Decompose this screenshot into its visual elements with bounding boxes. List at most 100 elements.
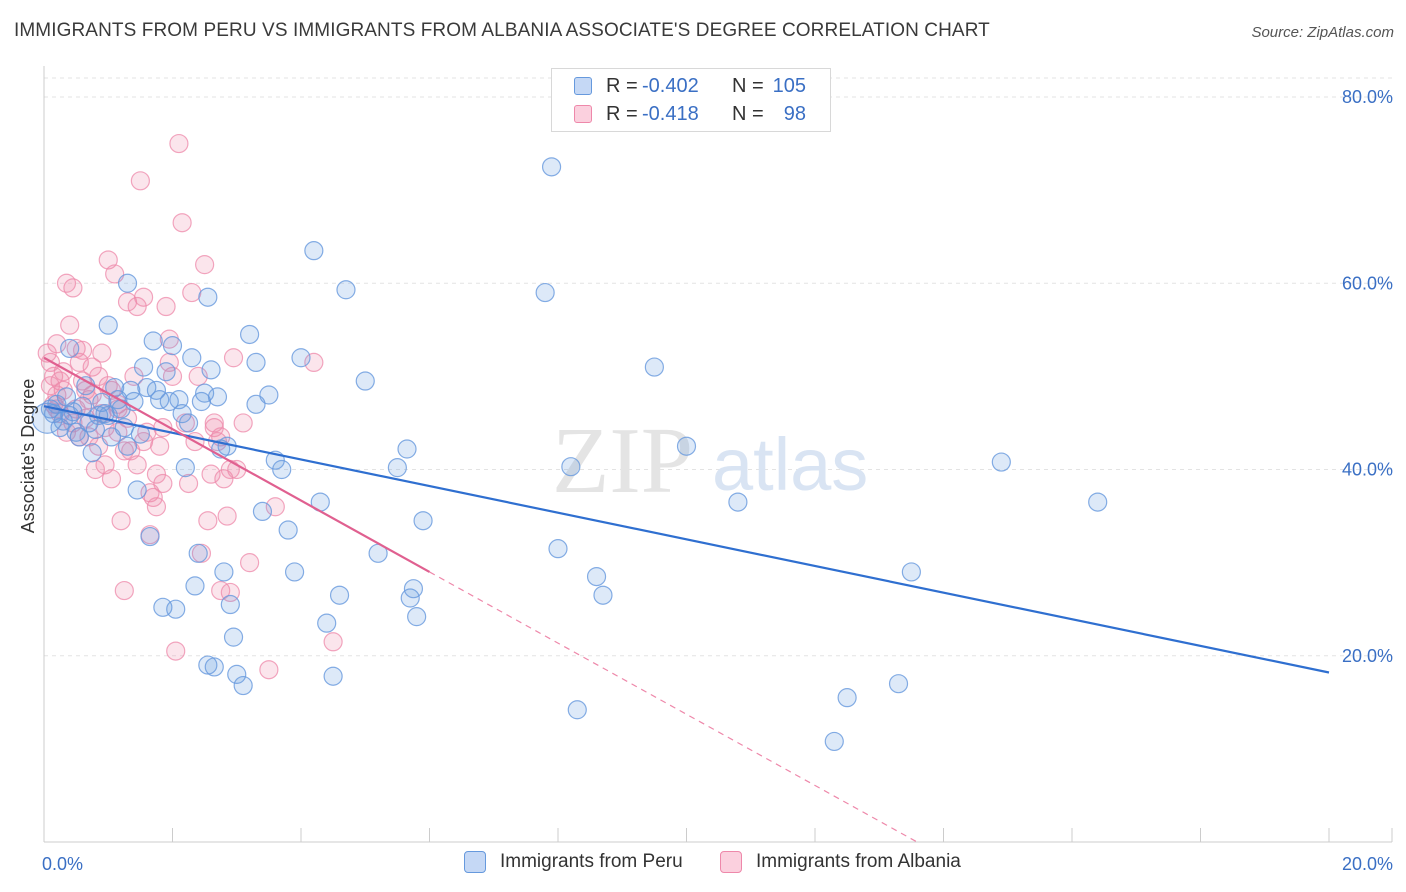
peru-point [548,539,568,559]
peru-point [837,688,857,708]
peru-point [188,543,208,563]
albania-point [130,171,150,191]
peru-point [1088,492,1108,512]
peru-trend-line [43,405,1330,674]
legend-row-peru: R = -0.402 N = 105 [574,73,806,99]
peru-point [227,664,247,684]
albania-point [259,660,279,680]
peru-point [259,385,279,405]
peru-point [98,315,118,335]
albania-point [111,511,131,531]
legend-row-albania: R = -0.418 N = 98 [574,101,806,127]
legend-n-label: N = [732,102,764,125]
legend-item-albania[interactable]: Immigrants from Albania [720,851,961,873]
albania-point [133,287,154,307]
peru-point [317,613,337,633]
albania-point [217,506,237,526]
peru-point [387,458,407,478]
legend-item-peru[interactable]: Immigrants from Peru [464,851,683,873]
y-tick-label: 60.0% [1342,273,1393,293]
albania-point [150,436,170,456]
peru-points [31,157,1108,752]
albania-point [156,296,176,317]
legend-r-value: -0.402 [642,74,699,97]
albania-point [98,250,118,270]
albania-point [82,357,102,377]
legend-r-label: R = [606,102,638,125]
albania-point [47,334,67,354]
chart-title: IMMIGRANTS FROM PERU VS IMMIGRANTS FROM … [14,20,990,41]
albania-point [178,473,199,494]
legend-label-peru: Immigrants from Peru [500,851,683,872]
peru-point [403,579,424,599]
peru-point [901,562,921,582]
y-axis-label: Associate's Degree [18,379,38,534]
albania-point [195,255,215,275]
albania-point [40,376,61,396]
peru-swatch [574,77,592,95]
albania-point [182,282,202,303]
peru-point [207,387,228,407]
albania-point [220,459,240,480]
albania-trend-line [43,356,431,573]
peru-swatch [464,851,486,873]
peru-point [355,371,375,391]
peru-point [407,607,427,627]
y-tick-label: 80.0% [1342,87,1393,107]
peru-point [195,383,215,403]
albania-point [153,473,173,494]
peru-point [593,585,613,605]
albania-point [233,413,253,433]
tick-labels: 20.0% 40.0% 60.0% 80.0% 0.0% 20.0% [42,87,1393,874]
albania-point [166,641,186,661]
peru-point [223,627,244,647]
axes [43,66,1393,843]
albania-point [214,469,234,489]
peru-point [284,562,305,582]
peru-point [166,599,186,619]
peru-point [69,427,89,447]
albania-point [323,632,343,652]
peru-point [824,731,844,752]
albania-point [114,580,134,601]
peru-point [561,457,581,477]
peru-point [101,427,122,447]
albania-point [223,348,244,368]
albania-point [201,464,221,484]
peru-point [117,436,138,456]
legend-label-albania: Immigrants from Albania [756,851,961,872]
peru-point [140,526,160,547]
legend-n-value: 105 [772,74,806,97]
correlation-legend: R = -0.402 N = 105 R = -0.418 N = 98 [551,68,831,132]
albania-point [101,469,122,489]
albania-point [60,315,80,335]
peru-point [676,436,697,456]
peru-point [240,324,260,345]
peru-point [82,443,102,463]
albania-point [89,366,109,386]
peru-point [220,594,240,615]
albania-point [169,133,189,154]
peru-point [541,157,562,177]
peru-point [304,241,324,261]
albania-point [265,497,285,517]
peru-point [185,576,205,596]
albania-point [53,362,73,382]
albania-point [198,511,218,531]
source-label: Source: ZipAtlas.com [1251,24,1394,41]
albania-point [66,338,86,359]
peru-point [172,404,192,424]
peru-point [278,520,298,540]
albania-point [146,497,167,517]
peru-point [150,390,170,410]
peru-point [329,585,350,605]
albania-swatch [720,851,742,873]
peru-point [127,480,147,500]
peru-point [233,675,253,696]
watermark-atlas: atlas [712,423,868,506]
peru-point [586,566,607,587]
albania-swatch [574,105,592,123]
peru-point [182,348,202,368]
legend-n-label: N = [732,74,764,97]
